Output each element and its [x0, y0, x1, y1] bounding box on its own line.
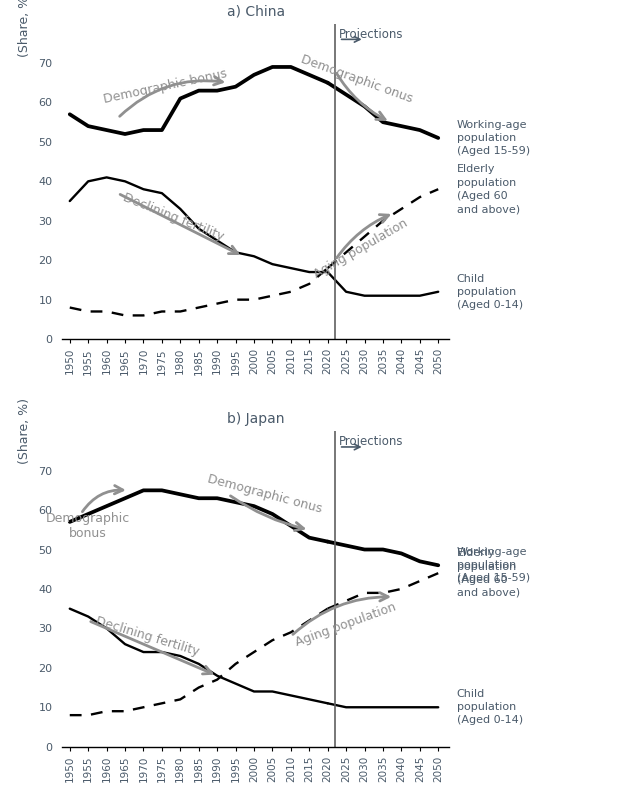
Title: b) Japan: b) Japan: [227, 412, 285, 426]
Text: Declining fertility: Declining fertility: [120, 191, 225, 243]
Text: Projections: Projections: [339, 435, 403, 448]
Y-axis label: (Share, %): (Share, %): [19, 0, 31, 57]
Text: Projections: Projections: [339, 28, 403, 41]
Title: a) China: a) China: [227, 4, 285, 18]
Text: Child
population
(Aged 0-14): Child population (Aged 0-14): [457, 689, 523, 725]
Text: Demographic
bonus: Demographic bonus: [46, 512, 130, 540]
Text: Working-age
population
(Aged 15-59): Working-age population (Aged 15-59): [457, 119, 530, 156]
Text: Demographic onus: Demographic onus: [300, 53, 415, 105]
Text: Elderly
population
(Aged 60
and above): Elderly population (Aged 60 and above): [457, 164, 520, 214]
Text: Child
population
(Aged 0-14): Child population (Aged 0-14): [457, 274, 523, 310]
Text: Elderly
population
(Aged 60
and above): Elderly population (Aged 60 and above): [457, 549, 520, 598]
Text: Demographic bonus: Demographic bonus: [102, 68, 228, 106]
Text: Declining fertility: Declining fertility: [94, 615, 200, 658]
Text: Aging population: Aging population: [311, 216, 410, 281]
Text: Working-age
population
(Aged 15-59): Working-age population (Aged 15-59): [457, 547, 530, 583]
Text: Demographic onus: Demographic onus: [207, 472, 324, 516]
Y-axis label: (Share, %): (Share, %): [19, 399, 31, 465]
Text: Aging population: Aging population: [294, 601, 398, 648]
